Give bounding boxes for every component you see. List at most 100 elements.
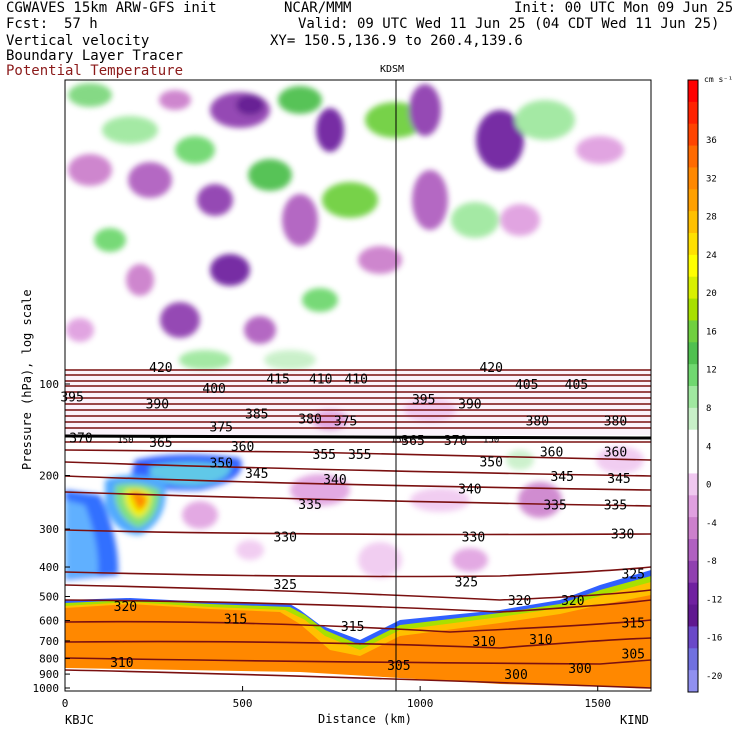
colorbar-swatch [688, 364, 698, 387]
theta-contour-label: 310 [472, 635, 495, 650]
theta-contour-label: 385 [245, 407, 268, 422]
theta-contour-label: 360 [231, 440, 254, 455]
theta-contour-label: 400 [202, 382, 225, 397]
init-time: Init: 00 UTC Mon 09 Jun 25 [514, 0, 734, 16]
tropopause-label: 150 [391, 435, 407, 445]
theta-contour-label: 330 [273, 530, 296, 545]
colorbar-swatch [688, 429, 698, 453]
x-axis-label: Distance (km) [318, 712, 412, 726]
theta-contour-label: 365 [149, 436, 172, 451]
theta-contour-label: 380 [526, 415, 549, 430]
colorbar-frame [687, 79, 699, 693]
colorbar-swatch [688, 80, 698, 103]
colorbar-unit: cm s⁻¹ [704, 75, 733, 84]
y-tick-label: 100 [39, 378, 59, 391]
theta-contour-label: 420 [479, 361, 502, 376]
vertical-velocity-field [65, 80, 651, 691]
theta-contour-label: 355 [348, 448, 371, 463]
theta-contour-label: 405 [515, 378, 538, 393]
tropopause-label: 150 [483, 435, 499, 445]
colorbar-label: 0 [706, 481, 711, 491]
colorbar-swatch [688, 276, 698, 300]
theta-contour-label: 340 [458, 483, 481, 498]
colorbar-label: -4 [706, 519, 717, 529]
theta-contour-label: 350 [479, 456, 502, 471]
colorbar-label: 32 [706, 174, 717, 184]
colorbar-swatch [688, 298, 698, 321]
x-tick-label: 1000 [407, 697, 434, 710]
theta-contour-label: 320 [114, 600, 137, 615]
theta-contour-label: 325 [273, 578, 296, 593]
theta-contour-label: 405 [565, 378, 588, 393]
theta-contour-label: 330 [611, 527, 634, 542]
left-endpoint-label: KBJC [65, 713, 94, 727]
colorbar-swatch [688, 582, 698, 606]
colorbar-label: 28 [706, 213, 717, 223]
theta-contour-label: 370 [69, 432, 92, 447]
colorbar-label: 16 [706, 327, 717, 337]
colorbar-label: 12 [706, 366, 717, 376]
plot-frame [64, 79, 652, 692]
y-tick-label: 600 [39, 615, 59, 628]
colorbar-swatch [688, 320, 698, 343]
colorbar-label: 36 [706, 136, 717, 146]
colorbar-label: -12 [706, 595, 722, 605]
theta-contour-label: 315 [341, 620, 364, 635]
theta-contour-label: 355 [313, 448, 336, 463]
colorbar-label: -16 [706, 634, 722, 644]
colorbar-swatch [688, 407, 698, 431]
colorbar-label: -8 [706, 557, 717, 567]
y-tick-label: 300 [39, 523, 59, 536]
theta-contour-label: 315 [224, 612, 247, 627]
colorbar-swatch [688, 123, 698, 147]
theta-contour-label: 410 [344, 373, 367, 388]
colorbar-swatch [688, 254, 698, 278]
xy-range: XY= 150.5,136.9 to 260.4,139.6 [270, 33, 523, 49]
y-tick-label: 400 [39, 561, 59, 574]
theta-contour-label: 300 [504, 668, 527, 683]
theta-contour-label: 360 [604, 446, 627, 461]
colorbar [687, 79, 699, 693]
theta-contour-label: 300 [568, 662, 591, 677]
colorbar-label: 8 [706, 404, 711, 414]
theta-contour-label: 345 [245, 467, 268, 482]
colorbar-swatch [688, 233, 698, 256]
theta-contour-label: 305 [622, 647, 645, 662]
colorbar-swatch [688, 451, 698, 474]
colorbar-swatch [688, 648, 698, 671]
theta-contour-label: 365 [401, 434, 424, 449]
field-potential-temperature: Potential Temperature [6, 63, 184, 79]
colorbar-label: 20 [706, 289, 717, 299]
colorbar-swatch [688, 604, 698, 627]
right-endpoint-label: KIND [620, 713, 649, 727]
theta-contour-label: 330 [462, 530, 485, 545]
theta-contour-label: 410 [309, 373, 332, 388]
theta-contour-label: 375 [334, 415, 357, 430]
x-tick-label: 0 [62, 697, 69, 710]
y-tick-label: 900 [39, 668, 59, 681]
y-tick-label: 800 [39, 653, 59, 666]
x-tick-label: 1500 [584, 697, 611, 710]
theta-contour-label: 380 [298, 413, 321, 428]
theta-contour-label: 325 [455, 575, 478, 590]
theta-label-layer: 420 420 415 410 410 405 405 400 395 395 390 390 385 3… [60, 361, 645, 683]
theta-contour-label: 305 [387, 659, 410, 674]
x-axis-ticks: 0 500 1000 1500 [62, 686, 611, 710]
theta-contour-label: 420 [149, 361, 172, 376]
theta-contour-label: 375 [210, 421, 233, 436]
field-vertical-velocity: Vertical velocity [6, 33, 150, 49]
y-tick-label: 1000 [33, 682, 60, 695]
theta-contour-label: 340 [323, 473, 346, 488]
field-boundary-layer-tracer: Boundary Layer Tracer [6, 48, 184, 64]
theta-contour-label: 345 [550, 470, 573, 485]
colorbar-swatch [688, 539, 698, 562]
fcst-value: 57 h [64, 16, 98, 32]
colorbar-label: 4 [706, 442, 711, 452]
colorbar-swatch [688, 386, 698, 409]
theta-contour-label: 315 [622, 617, 645, 632]
theta-contour-label: 320 [508, 594, 531, 609]
theta-contour-label: 320 [561, 594, 584, 609]
theta-contour-label: 335 [298, 498, 321, 513]
org-label: NCAR/MMM [284, 0, 352, 16]
